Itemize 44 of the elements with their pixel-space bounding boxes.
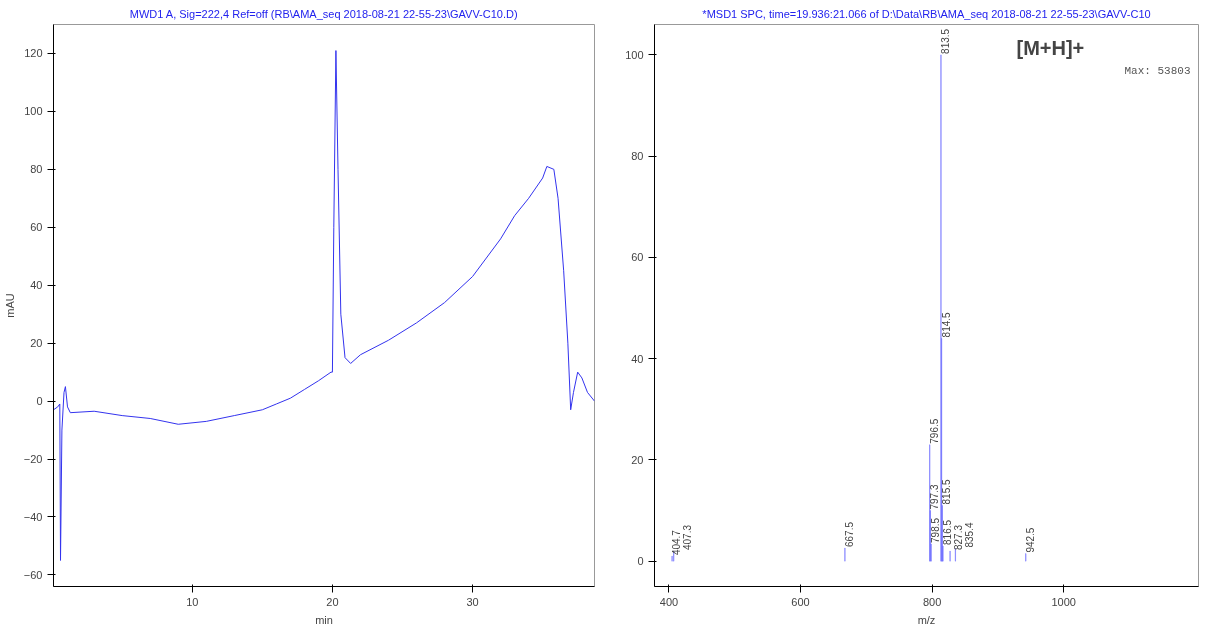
annotation: 815.5 [941, 479, 953, 505]
annotation: 667.5 [843, 521, 855, 548]
x-tick-label: 1000 [1051, 595, 1076, 608]
annotation: 404.7 [671, 529, 683, 556]
y-tick-label: −60 [23, 568, 43, 581]
annotation: Max: 53803 [1124, 64, 1191, 77]
annotation: 827.3 [952, 524, 964, 551]
y-tick-label: 100 [625, 48, 644, 61]
x-tick-label: 800 [922, 595, 942, 608]
y-tick-label: 80 [631, 150, 644, 163]
x-tick-label: 400 [659, 595, 679, 608]
annotation: 407.3 [682, 524, 694, 551]
annotation: 942.5 [1024, 527, 1036, 553]
chart-title: *MSD1 SPC, time=19.936:21.066 of D:\Data\RB\AMA_seq 2018-08-21 22-55-23\GAVV-C10 [702, 7, 1151, 20]
y-tick-label: 20 [631, 453, 644, 466]
y-tick-label: 20 [30, 337, 43, 350]
y-tick-label: −40 [23, 510, 43, 523]
annotation: 835.4 [963, 522, 975, 548]
annotation: 816.5 [941, 519, 953, 545]
y-tick-label: 60 [631, 251, 644, 264]
y-tick-label: 120 [24, 47, 43, 60]
y-tick-label: 40 [631, 352, 644, 365]
y-tick-label: −20 [23, 453, 43, 466]
annotation: 798.5 [930, 517, 942, 543]
y-tick-label: 40 [30, 279, 43, 292]
y-tick-label: 60 [30, 221, 43, 234]
annotation: [M+H]+ [1016, 36, 1085, 59]
y-tick-label: 0 [637, 555, 644, 568]
x-axis-title: m/z [917, 613, 936, 626]
annotation: 813.5 [939, 28, 951, 54]
chart-title: MWD1 A, Sig=222,4 Ref=off (RB\AMA_seq 2018-08-21 22-55-23\GAVV-C10.D) [129, 7, 518, 20]
y-tick-label: 0 [36, 395, 43, 408]
y-tick-label: 80 [30, 163, 43, 176]
x-tick-label: 30 [466, 595, 479, 608]
x-axis-title: min [315, 613, 333, 626]
x-tick-label: 20 [326, 595, 339, 608]
annotation: 797.3 [929, 484, 941, 510]
y-tick-label: 100 [24, 105, 43, 118]
annotation: 796.5 [928, 418, 940, 444]
annotation: 814.5 [940, 311, 952, 338]
x-tick-label: 600 [791, 595, 810, 608]
y-axis-title: mAU [3, 293, 16, 318]
x-tick-label: 10 [186, 595, 199, 608]
line-series [53, 50, 595, 561]
